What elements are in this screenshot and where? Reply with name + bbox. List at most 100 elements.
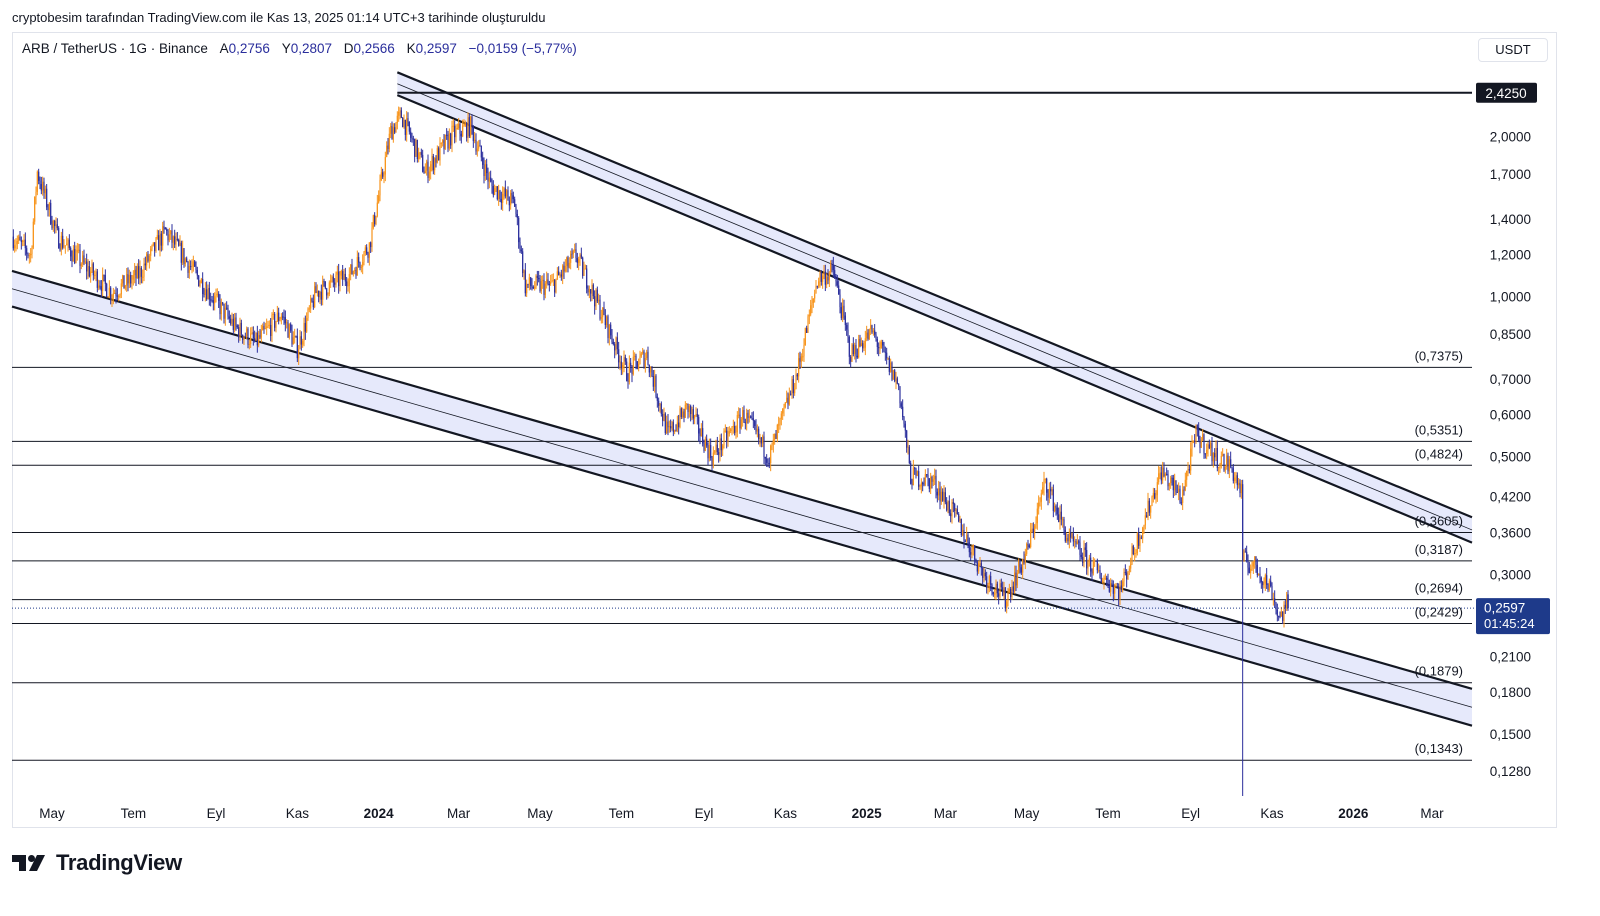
candle <box>636 361 638 370</box>
level-label: (0,1343) <box>1415 741 1463 756</box>
candle <box>543 273 545 301</box>
x-tick-label: Kas <box>774 806 798 821</box>
x-axis[interactable]: May Tem Eyl Kas 2024 Mar May Tem Eyl Kas 2025 Mar Ma… <box>39 806 1444 821</box>
candle <box>1068 528 1070 549</box>
candle-body <box>444 134 446 149</box>
candle-body <box>802 356 804 358</box>
candle-body <box>576 258 578 263</box>
candle-body <box>1099 570 1101 579</box>
candle-body <box>380 172 382 180</box>
candle <box>371 222 373 252</box>
candle-body <box>1108 586 1110 592</box>
candle-body <box>1156 482 1158 496</box>
candle-body <box>406 118 408 135</box>
candle-body <box>963 529 965 542</box>
candle <box>750 415 752 419</box>
candle <box>318 290 320 303</box>
candle <box>884 346 886 361</box>
candle <box>903 416 905 428</box>
currency-button[interactable]: USDT <box>1478 38 1548 62</box>
candle-body <box>972 545 974 550</box>
candle-body <box>766 458 768 463</box>
candle <box>1263 577 1265 589</box>
y-axis[interactable]: 2,00001,70001,40001,20001,00000,85000,70… <box>1490 130 1531 779</box>
channel-inner-line[interactable] <box>11 305 1473 727</box>
candle-body <box>224 307 226 319</box>
candle-body <box>503 188 505 194</box>
candle-body <box>862 343 864 349</box>
x-tick-label: 2024 <box>364 806 395 821</box>
tradingview-brand[interactable]: TradingView <box>12 848 182 878</box>
candle <box>1278 615 1280 621</box>
candle-body <box>826 276 828 285</box>
candle-body <box>935 475 937 492</box>
level-line: (0,2429) <box>12 605 1472 625</box>
candle <box>722 443 724 456</box>
channel-outer-line[interactable] <box>11 269 1473 690</box>
candle <box>1195 424 1197 444</box>
candle-body <box>310 298 312 309</box>
candle <box>1260 576 1262 589</box>
candle <box>164 226 166 230</box>
candle <box>794 382 796 396</box>
candle-body <box>1227 455 1229 472</box>
x-tick-label: Eyl <box>1181 806 1200 821</box>
candle-body <box>395 122 397 133</box>
channel-inner-line[interactable] <box>396 94 1473 544</box>
candle <box>27 252 29 259</box>
candle-body <box>572 250 574 255</box>
candle-body <box>651 367 653 377</box>
candle <box>818 277 820 289</box>
candle <box>1026 542 1028 557</box>
candle-body <box>332 276 334 283</box>
candle <box>130 271 132 288</box>
candle-body <box>1234 477 1236 481</box>
candle <box>980 559 982 576</box>
candle <box>1039 497 1041 507</box>
candle <box>536 270 538 286</box>
candle-body <box>1103 578 1105 582</box>
candle <box>247 327 249 349</box>
candle <box>712 446 714 469</box>
x-tick-label: Mar <box>447 806 471 821</box>
candle-body <box>524 270 526 294</box>
candle-body <box>374 215 376 225</box>
candle <box>94 270 96 280</box>
candle <box>727 426 729 447</box>
candle-body <box>560 274 562 277</box>
candle <box>812 298 814 308</box>
candle-body <box>810 305 812 315</box>
candle <box>820 270 822 286</box>
channel-outer-line[interactable] <box>396 71 1473 519</box>
candle <box>187 261 189 279</box>
candle-body <box>870 325 872 330</box>
candle-body <box>844 315 846 326</box>
candle-body <box>784 402 786 408</box>
candle <box>1087 559 1089 576</box>
candle-body <box>834 270 836 279</box>
candle-body <box>822 275 824 282</box>
candle-body <box>955 509 957 511</box>
candle-body <box>736 415 738 433</box>
symbol-name[interactable]: ARB / TetherUS · 1G · Binance <box>22 41 208 56</box>
candle-body <box>1107 579 1109 587</box>
candle-body <box>530 277 532 286</box>
candle <box>516 209 518 226</box>
candle-body <box>47 207 49 210</box>
candle <box>1110 578 1112 597</box>
candle <box>996 581 998 598</box>
candle-body <box>1239 482 1241 494</box>
candle <box>264 322 266 330</box>
candle-body <box>372 215 374 228</box>
candle <box>856 348 858 359</box>
candle <box>623 350 625 373</box>
candle-body <box>91 263 93 272</box>
candle-body <box>659 403 661 406</box>
candle-body <box>219 300 221 315</box>
candle <box>431 148 433 172</box>
candle-body <box>1144 515 1146 526</box>
candle-body <box>910 463 912 484</box>
candle <box>547 273 549 286</box>
